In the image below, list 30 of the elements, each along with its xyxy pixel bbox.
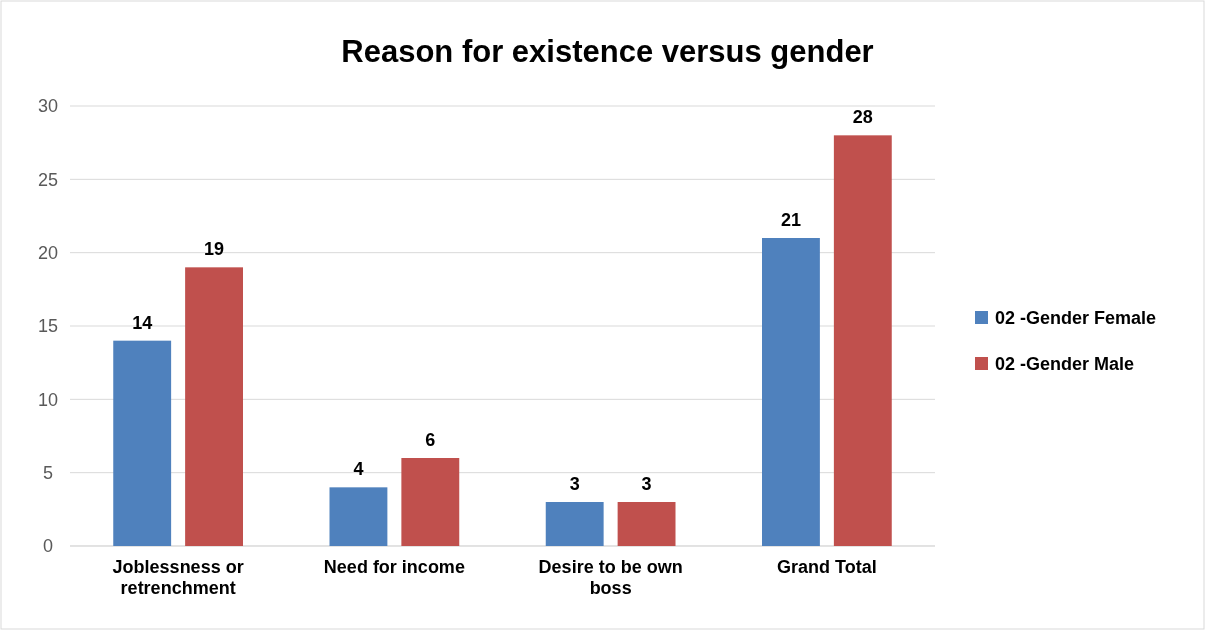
- y-tick-label: 20: [37, 242, 59, 263]
- data-label: 21: [780, 210, 801, 230]
- data-label: 19: [204, 239, 225, 260]
- bar: [329, 487, 388, 546]
- data-label: 4: [353, 459, 364, 480]
- y-tick-label: 30: [37, 96, 59, 117]
- bar: [762, 238, 820, 546]
- y-tick-label: 0: [42, 536, 54, 557]
- legend-label: 02 -Gender Female: [995, 308, 1157, 329]
- y-tick-label: 10: [37, 389, 59, 410]
- data-label: 3: [641, 474, 652, 494]
- chart-title: Reason for existence versus gender: [341, 34, 874, 69]
- x-tick-label: Grand Total: [777, 556, 877, 577]
- bar: [113, 340, 172, 546]
- data-label: 3: [569, 474, 580, 494]
- y-tick-label: 15: [37, 316, 59, 337]
- bar: [185, 267, 243, 546]
- x-tick-label: Need for income: [323, 556, 465, 577]
- x-tick-label: Joblessness or retrenchment: [112, 556, 244, 599]
- data-label: 14: [132, 312, 153, 333]
- y-tick-label: 5: [42, 462, 54, 483]
- legend-label: 02 -Gender Male: [995, 354, 1135, 375]
- bar: [833, 135, 892, 546]
- data-label: 6: [425, 430, 436, 450]
- bar: [545, 502, 604, 546]
- data-label: 28: [852, 107, 873, 128]
- x-tick-label: Desire to be own boss: [538, 556, 683, 599]
- bar: [617, 502, 676, 546]
- y-tick-label: 25: [37, 169, 59, 190]
- bar: [401, 458, 460, 546]
